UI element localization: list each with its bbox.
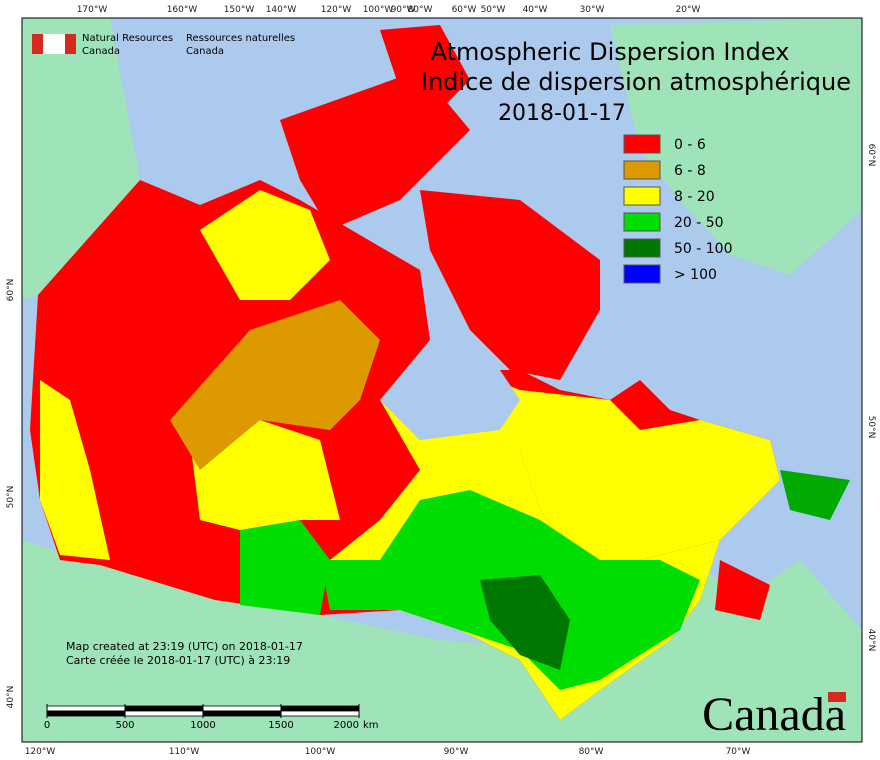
- scale-segment-lower: [202, 710, 282, 717]
- baffin-island: [420, 190, 600, 380]
- scale-segment-lower: [124, 710, 204, 717]
- bottom-lon-label: 120°W: [25, 747, 56, 757]
- scale-label: 2000: [334, 720, 359, 731]
- right-lat-label: 40°N: [866, 629, 876, 652]
- region-8-20-east: [520, 390, 780, 560]
- legend-swatch: [623, 264, 661, 284]
- logo-fr-1: Ressources naturelles: [186, 33, 295, 44]
- legend-label: 20 - 50: [674, 215, 724, 231]
- region-0-6-maritimes: [715, 560, 770, 620]
- bottom-lon-label: 110°W: [169, 747, 200, 757]
- scale-segment: [46, 705, 126, 712]
- top-lon-label: 160°W: [167, 5, 198, 15]
- legend-swatch: [623, 134, 661, 154]
- top-lon-label: 90°W: [391, 5, 416, 15]
- greenland: [610, 18, 862, 275]
- left-lat-label: 50°N: [6, 486, 16, 509]
- scale-label: 500: [115, 720, 134, 731]
- legend-swatch: [623, 212, 661, 232]
- ellesmere-island: [380, 25, 470, 110]
- legend-swatch: [623, 160, 661, 180]
- scale-label: 1000: [190, 720, 215, 731]
- annotations: Natural Resources Canada Ressources natu…: [32, 33, 851, 741]
- scale-label: 1500: [268, 720, 293, 731]
- scale-segment-lower: [280, 710, 360, 717]
- bottom-lon-label: 80°W: [579, 747, 604, 757]
- note-en: Map created at 23:19 (UTC) on 2018-01-17: [66, 640, 303, 653]
- top-lon-label: 140°W: [266, 5, 297, 15]
- top-lon-label: 60°W: [452, 5, 477, 15]
- united-states: [22, 540, 862, 742]
- legend-label: 6 - 8: [674, 163, 706, 179]
- region-20-50-prairie: [240, 520, 330, 615]
- legend-label: > 100: [674, 267, 717, 283]
- scale-unit: km: [363, 720, 379, 731]
- region-50-100: [480, 575, 570, 670]
- flag-center: [43, 34, 65, 54]
- left-lat-label: 40°N: [6, 686, 16, 709]
- region-8-20-prairie: [190, 420, 340, 530]
- note-fr: Carte créée le 2018-01-17 (UTC) à 23:19: [66, 654, 290, 667]
- legend-label: 0 - 6: [674, 137, 706, 153]
- logo-fr-2: Canada: [186, 46, 224, 57]
- top-lon-label: 150°W: [224, 5, 255, 15]
- logo-en-1: Natural Resources: [82, 33, 173, 44]
- title-fr: Indice de dispersion atmosphérique: [421, 68, 851, 96]
- logo-en-2: Canada: [82, 46, 120, 57]
- scale-segment: [280, 705, 360, 712]
- right-lat-label: 50°N: [866, 416, 876, 439]
- legend-swatch: [623, 238, 661, 258]
- bottom-lon-label: 90°W: [444, 747, 469, 757]
- title-en: Atmospheric Dispersion Index: [431, 38, 790, 66]
- top-lon-label: 30°W: [580, 5, 605, 15]
- legend-label: 50 - 100: [674, 241, 733, 257]
- arctic-islands-north: [280, 70, 470, 230]
- legend-swatch: [623, 186, 661, 206]
- top-lon-label: 20°W: [676, 5, 701, 15]
- legend-label: 8 - 20: [674, 189, 715, 205]
- region-6-8: [170, 300, 380, 470]
- bottom-lon-label: 100°W: [305, 747, 336, 757]
- top-lon-label: 80°W: [408, 5, 433, 15]
- alaska: [22, 18, 140, 300]
- scale-segment-lower: [46, 710, 126, 717]
- top-lon-label: 120°W: [321, 5, 352, 15]
- top-lon-label: 170°W: [77, 5, 108, 15]
- left-lat-label: 60°N: [6, 279, 16, 302]
- wordmark: Canada: [702, 688, 846, 741]
- top-lon-label: 50°W: [481, 5, 506, 15]
- region-8-20-north: [200, 190, 330, 300]
- bottom-lon-label: 70°W: [726, 747, 751, 757]
- frame: [21, 17, 863, 743]
- region-newfoundland: [780, 470, 850, 520]
- right-lat-label: 60°N: [866, 144, 876, 167]
- region-8-20-bc: [40, 380, 110, 560]
- hudson-bay: [380, 370, 520, 440]
- top-lon-label: 40°W: [523, 5, 548, 15]
- top-lon-label: 100°W: [363, 5, 394, 15]
- title-date: 2018-01-17: [498, 101, 626, 126]
- scale-label: 0: [44, 720, 50, 731]
- scale-segment: [202, 705, 282, 712]
- wordmark-flag: [828, 692, 846, 702]
- scale-segment: [124, 705, 204, 712]
